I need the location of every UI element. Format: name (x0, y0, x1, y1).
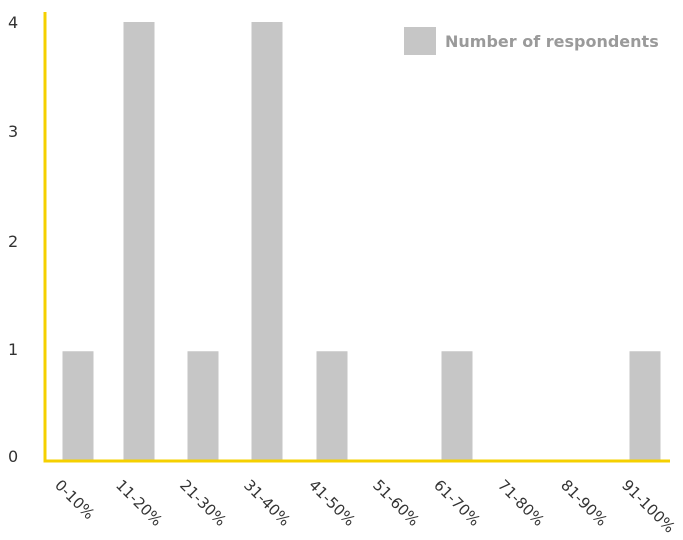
bar-11-20% (123, 22, 155, 461)
y-tick-label: 1 (8, 340, 18, 359)
x-tick-label: 91-100% (618, 476, 678, 536)
x-tick-label: 21-30% (176, 476, 230, 530)
x-tick-label: 51-60% (369, 476, 423, 530)
x-tick-label: 31-40% (240, 476, 294, 530)
legend: Number of respondents (404, 27, 659, 55)
legend-label: Number of respondents (445, 32, 659, 51)
bar-21-30% (187, 351, 219, 461)
y-tick-label: 2 (8, 232, 18, 251)
x-tick-label: 61-70% (430, 476, 484, 530)
x-tick-label: 0-10% (51, 476, 98, 523)
y-tick-label: 4 (8, 13, 18, 32)
bar-61-70% (441, 351, 473, 461)
x-tick-label: 71-80% (494, 476, 548, 530)
x-tick-label: 11-20% (112, 476, 166, 530)
y-tick-label: 3 (8, 122, 18, 141)
x-tick-label: 41-50% (305, 476, 359, 530)
axes-layer (43, 12, 670, 463)
x-tick-labels: 0-10% 11-20% 21-30% 31-40% 41-50% 51-60% 61-70… (51, 476, 678, 536)
x-tick-label: 81-90% (557, 476, 611, 530)
bar-0-10% (62, 351, 94, 461)
y-tick-label: 0 (8, 447, 18, 466)
bar-41-50% (316, 351, 348, 461)
bar-91-100% (629, 351, 661, 461)
legend-swatch (404, 27, 436, 55)
y-tick-labels: 0 1 2 3 4 (8, 13, 18, 466)
bars-layer (62, 22, 661, 461)
bar-31-40% (251, 22, 283, 461)
